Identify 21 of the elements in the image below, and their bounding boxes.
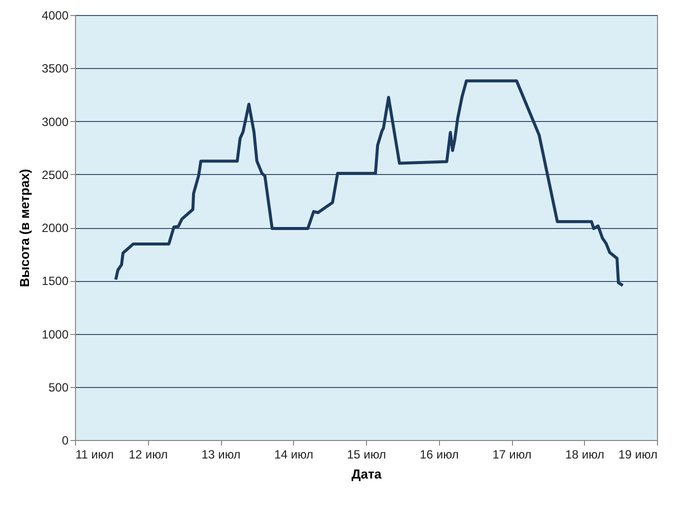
y-tick-label: 2000 [42, 221, 69, 235]
y-tick-label: 1000 [42, 327, 69, 342]
x-tick-label: 15 июл [346, 448, 386, 462]
y-axis-title: Высота (в метрах) [16, 168, 32, 288]
x-tick-label: 14 июл [274, 448, 314, 462]
x-tick-label: 16 июл [420, 448, 459, 462]
y-tick-label: 0 [62, 434, 69, 448]
x-tick-label: 12 июл [128, 448, 168, 462]
x-tick-label: 19 июл [618, 448, 658, 462]
x-tick-label: 11 июл [76, 448, 114, 462]
y-tick-label: 3000 [42, 114, 69, 129]
y-tick-label: 4000 [42, 8, 69, 22]
y-tick-label: 3500 [42, 62, 69, 76]
x-axis-title: Дата [351, 466, 382, 482]
line-series [114, 79, 624, 287]
x-tick-label: 13 июл [201, 448, 241, 462]
y-tick-label: 500 [48, 380, 69, 394]
x-tick-label: 18 июл [565, 448, 604, 462]
x-tick-label: 17 июл [492, 448, 532, 462]
y-tick-label: 1500 [42, 274, 69, 288]
y-tick-label: 2500 [42, 168, 69, 182]
